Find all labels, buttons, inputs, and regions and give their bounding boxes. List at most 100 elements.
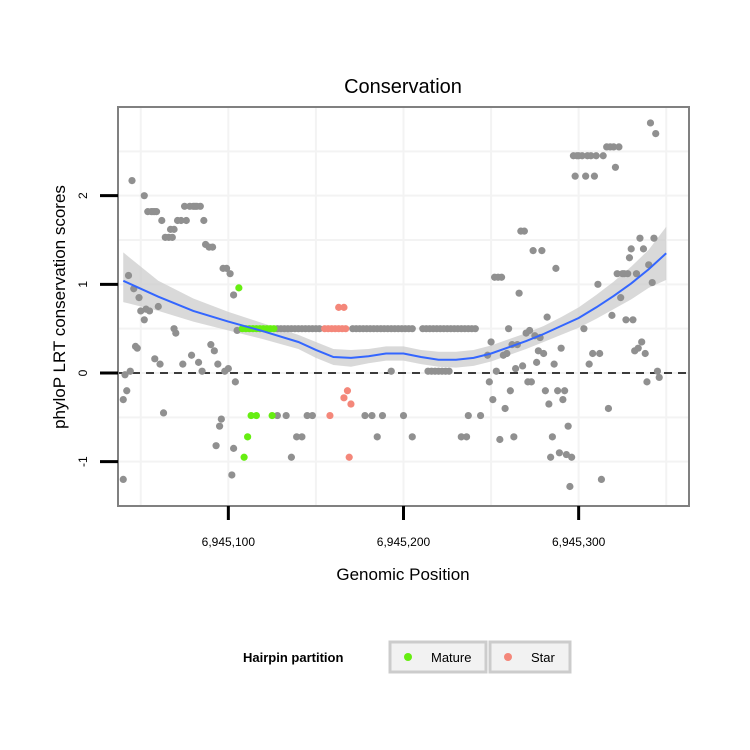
data-point-other — [627, 245, 635, 253]
data-point-other — [489, 396, 497, 404]
data-point-other — [145, 307, 154, 315]
data-point-other — [636, 234, 644, 242]
data-point-other — [408, 433, 416, 441]
data-point-other — [457, 433, 465, 441]
data-point-other — [287, 453, 296, 461]
data-point-other — [154, 302, 162, 311]
data-point-other — [194, 358, 203, 366]
data-point-other — [653, 367, 662, 375]
data-point-other — [597, 475, 606, 483]
data-point-other — [140, 192, 148, 200]
legend-key-star — [504, 653, 512, 661]
data-point-other — [210, 347, 218, 355]
data-point-other — [580, 325, 588, 333]
data-point-star — [340, 303, 348, 311]
data-point-other — [520, 227, 528, 235]
data-point-star — [326, 411, 334, 420]
data-point-other — [485, 378, 493, 386]
data-point-other — [273, 411, 281, 420]
data-point-other — [222, 264, 231, 272]
data-point-other — [639, 245, 648, 253]
data-point-other — [559, 396, 567, 404]
data-point-other — [214, 360, 222, 368]
data-point-other — [589, 349, 597, 358]
data-point-other — [408, 325, 416, 333]
data-point-other — [568, 453, 576, 461]
data-point-other — [582, 172, 590, 180]
data-point-other — [594, 280, 602, 288]
data-point-other — [177, 216, 185, 225]
data-point-other — [226, 270, 234, 278]
data-point-other — [650, 234, 658, 242]
data-point-other — [503, 349, 511, 358]
data-point-other — [615, 143, 623, 151]
data-point-other — [230, 291, 238, 299]
data-point-other — [462, 433, 471, 441]
data-point-other — [497, 273, 506, 281]
data-point-other — [140, 316, 148, 324]
y-tick-label: 0 — [76, 369, 90, 376]
data-point-other — [610, 143, 618, 151]
data-point-other — [655, 373, 663, 382]
data-point-star — [335, 303, 343, 311]
data-point-other — [128, 176, 136, 185]
data-point-other — [501, 404, 509, 413]
data-point-other — [230, 444, 238, 452]
y-tick-label: 1 — [76, 281, 90, 288]
data-point-other — [445, 367, 453, 375]
data-point-other — [643, 378, 651, 386]
data-point-other — [126, 367, 134, 375]
data-point-star — [340, 394, 348, 402]
data-point-other — [634, 344, 642, 352]
data-point-other — [632, 270, 641, 278]
data-point-other — [496, 435, 504, 444]
legend-item-star — [488, 640, 572, 674]
y-axis-title: phyloP LRT conservation scores — [50, 185, 69, 429]
data-point-other — [298, 433, 306, 441]
data-point-other — [504, 325, 513, 333]
data-point-other — [515, 289, 523, 297]
data-point-other — [476, 411, 485, 420]
data-point-other — [538, 247, 546, 255]
data-point-other — [540, 349, 548, 358]
data-point-other — [648, 278, 656, 287]
data-point-other — [361, 411, 369, 420]
y-tick-label: 2 — [76, 192, 90, 199]
data-point-other — [545, 400, 553, 408]
data-point-other — [121, 371, 129, 379]
data-point-other — [510, 433, 518, 441]
data-point-other — [554, 387, 562, 395]
data-point-other — [399, 411, 408, 420]
data-point-other — [578, 152, 586, 160]
data-point-other — [617, 294, 625, 302]
data-point-other — [159, 409, 168, 417]
data-point-other — [599, 152, 607, 160]
data-point-other — [217, 415, 225, 423]
data-point-star — [345, 453, 353, 461]
data-point-other — [526, 326, 534, 335]
data-point-other — [124, 271, 133, 280]
data-point-other — [550, 360, 558, 368]
data-point-other — [506, 387, 514, 395]
data-point-other — [119, 396, 127, 404]
data-point-other — [152, 208, 161, 216]
data-point-other — [529, 247, 537, 255]
data-point-other — [641, 349, 649, 358]
data-point-star — [347, 400, 355, 408]
x-tick-label: 6,945,300 — [552, 535, 606, 549]
x-axis: 6,945,100 6,945,200 6,945,300 — [202, 506, 606, 549]
data-point-other — [187, 351, 196, 359]
data-point-other — [596, 349, 604, 358]
data-point-other — [585, 360, 593, 368]
data-point-other — [625, 254, 634, 262]
data-point-other — [198, 367, 206, 375]
data-point-other — [308, 411, 317, 420]
data-point-other — [555, 449, 563, 457]
data-point-other — [228, 471, 236, 479]
data-point-other — [590, 172, 599, 180]
data-point-other — [487, 338, 495, 346]
scatter-points — [119, 119, 663, 491]
data-point-other — [215, 422, 224, 430]
data-point-other — [151, 355, 159, 363]
